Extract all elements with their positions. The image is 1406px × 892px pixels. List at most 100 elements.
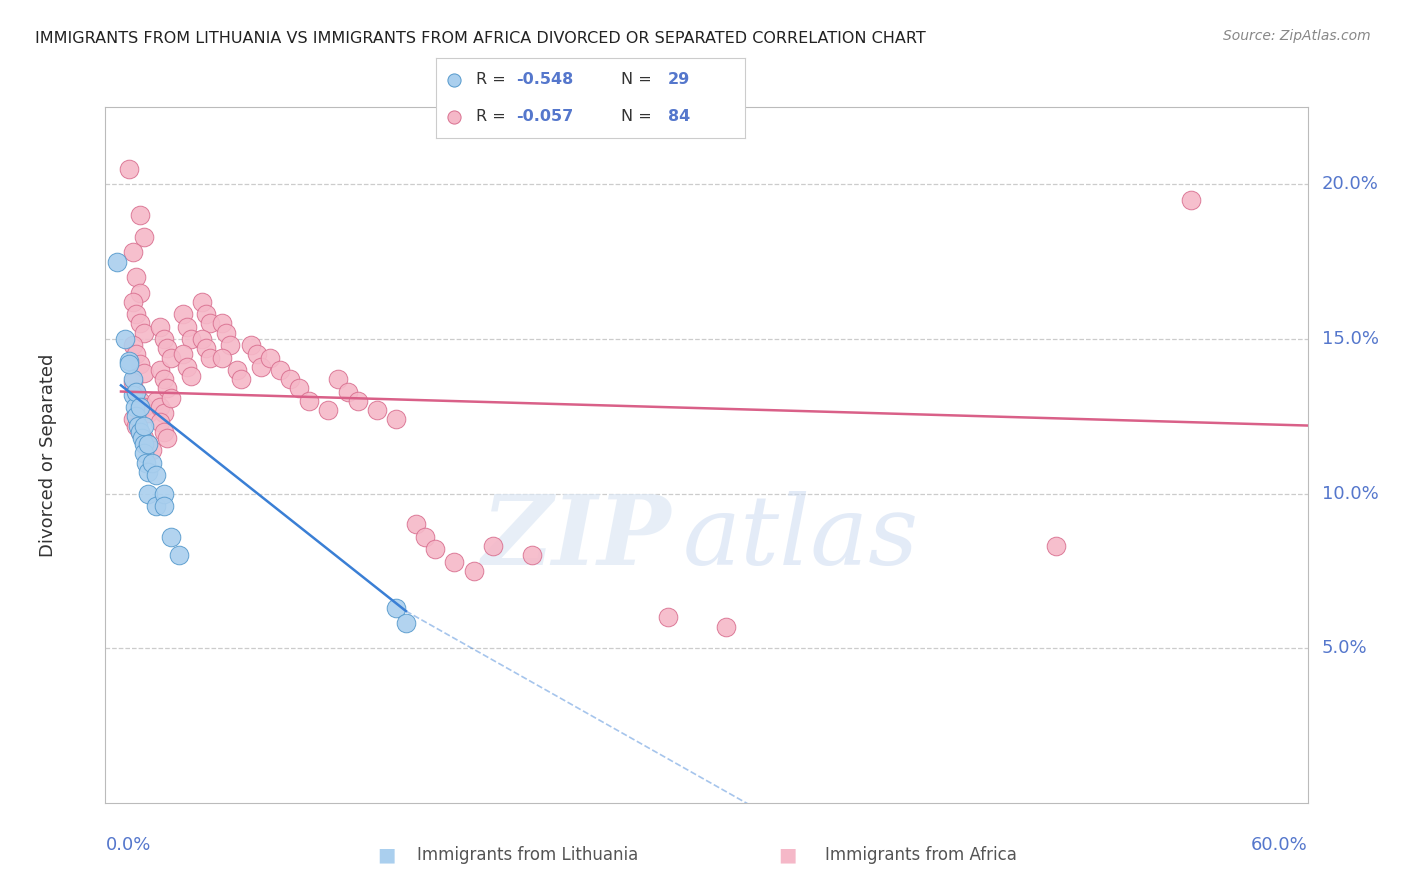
Point [134, 326, 156, 340]
Point [463, 564, 485, 578]
Point [218, 338, 240, 352]
Point [149, 416, 172, 430]
Point [134, 437, 156, 451]
Point [125, 384, 148, 399]
Point [443, 555, 465, 569]
Text: -0.548: -0.548 [516, 72, 574, 87]
Text: ■: ■ [778, 845, 797, 864]
Point [125, 409, 148, 424]
Point [385, 412, 408, 426]
Point [156, 381, 179, 395]
Point [105, 254, 128, 268]
Point [415, 530, 437, 544]
Text: ZIP: ZIP [481, 491, 671, 585]
Point [152, 499, 174, 513]
Point [145, 468, 167, 483]
Point [141, 443, 163, 458]
Text: 84: 84 [668, 109, 690, 124]
Point [443, 110, 465, 124]
Point [149, 363, 172, 377]
Point [118, 357, 141, 371]
Text: 60.0%: 60.0% [1251, 836, 1308, 855]
Text: 20.0%: 20.0% [1322, 176, 1379, 194]
Text: Divorced or Separated: Divorced or Separated [39, 353, 56, 557]
Point [134, 418, 156, 433]
Point [145, 499, 167, 513]
Point [129, 357, 152, 371]
Point [145, 393, 167, 408]
Point [1045, 539, 1067, 553]
Point [366, 403, 388, 417]
Point [395, 616, 418, 631]
Point [121, 294, 143, 309]
Point [136, 437, 159, 451]
Point [172, 307, 194, 321]
Point [152, 406, 174, 420]
Point [129, 425, 152, 439]
Point [134, 446, 156, 460]
Point [156, 431, 179, 445]
Point [191, 294, 214, 309]
Text: N =: N = [621, 109, 658, 124]
Point [152, 332, 174, 346]
Point [125, 270, 148, 285]
Point [129, 208, 152, 222]
Point [176, 319, 198, 334]
Point [198, 351, 221, 365]
Point [211, 351, 233, 365]
Point [136, 437, 159, 451]
Point [129, 425, 152, 439]
Point [134, 400, 156, 414]
Point [172, 347, 194, 361]
Point [195, 307, 218, 321]
Point [118, 161, 141, 176]
Point [121, 372, 143, 386]
Point [1180, 193, 1202, 207]
Point [125, 384, 148, 399]
Point [141, 456, 163, 470]
Point [714, 619, 737, 633]
Point [326, 372, 349, 386]
Point [226, 363, 249, 377]
Point [136, 486, 159, 500]
Point [160, 351, 183, 365]
Point [134, 366, 156, 380]
Point [160, 530, 183, 544]
Text: 29: 29 [668, 72, 690, 87]
Point [152, 425, 174, 439]
Point [125, 418, 148, 433]
Point [129, 285, 152, 300]
Text: Source: ZipAtlas.com: Source: ZipAtlas.com [1223, 29, 1371, 43]
Point [121, 338, 143, 352]
Point [298, 393, 321, 408]
Text: 0.0%: 0.0% [105, 836, 150, 855]
Point [443, 72, 465, 87]
Text: N =: N = [621, 72, 658, 87]
Point [129, 400, 152, 414]
Point [239, 338, 262, 352]
Text: R =: R = [477, 109, 510, 124]
Point [121, 245, 143, 260]
Point [198, 317, 221, 331]
Point [520, 549, 543, 563]
Point [214, 326, 236, 340]
Point [318, 403, 340, 417]
Point [136, 465, 159, 479]
Point [195, 341, 218, 355]
Point [288, 381, 311, 395]
Point [131, 431, 153, 445]
Point [231, 372, 253, 386]
Point [118, 353, 141, 368]
Point [134, 431, 156, 445]
Point [167, 549, 190, 563]
Point [125, 347, 148, 361]
Point [259, 351, 281, 365]
Point [180, 332, 202, 346]
Point [156, 341, 179, 355]
Point [249, 359, 271, 374]
Point [114, 332, 136, 346]
Point [152, 486, 174, 500]
Point [211, 317, 233, 331]
Text: atlas: atlas [682, 491, 918, 585]
Text: 15.0%: 15.0% [1322, 330, 1379, 348]
